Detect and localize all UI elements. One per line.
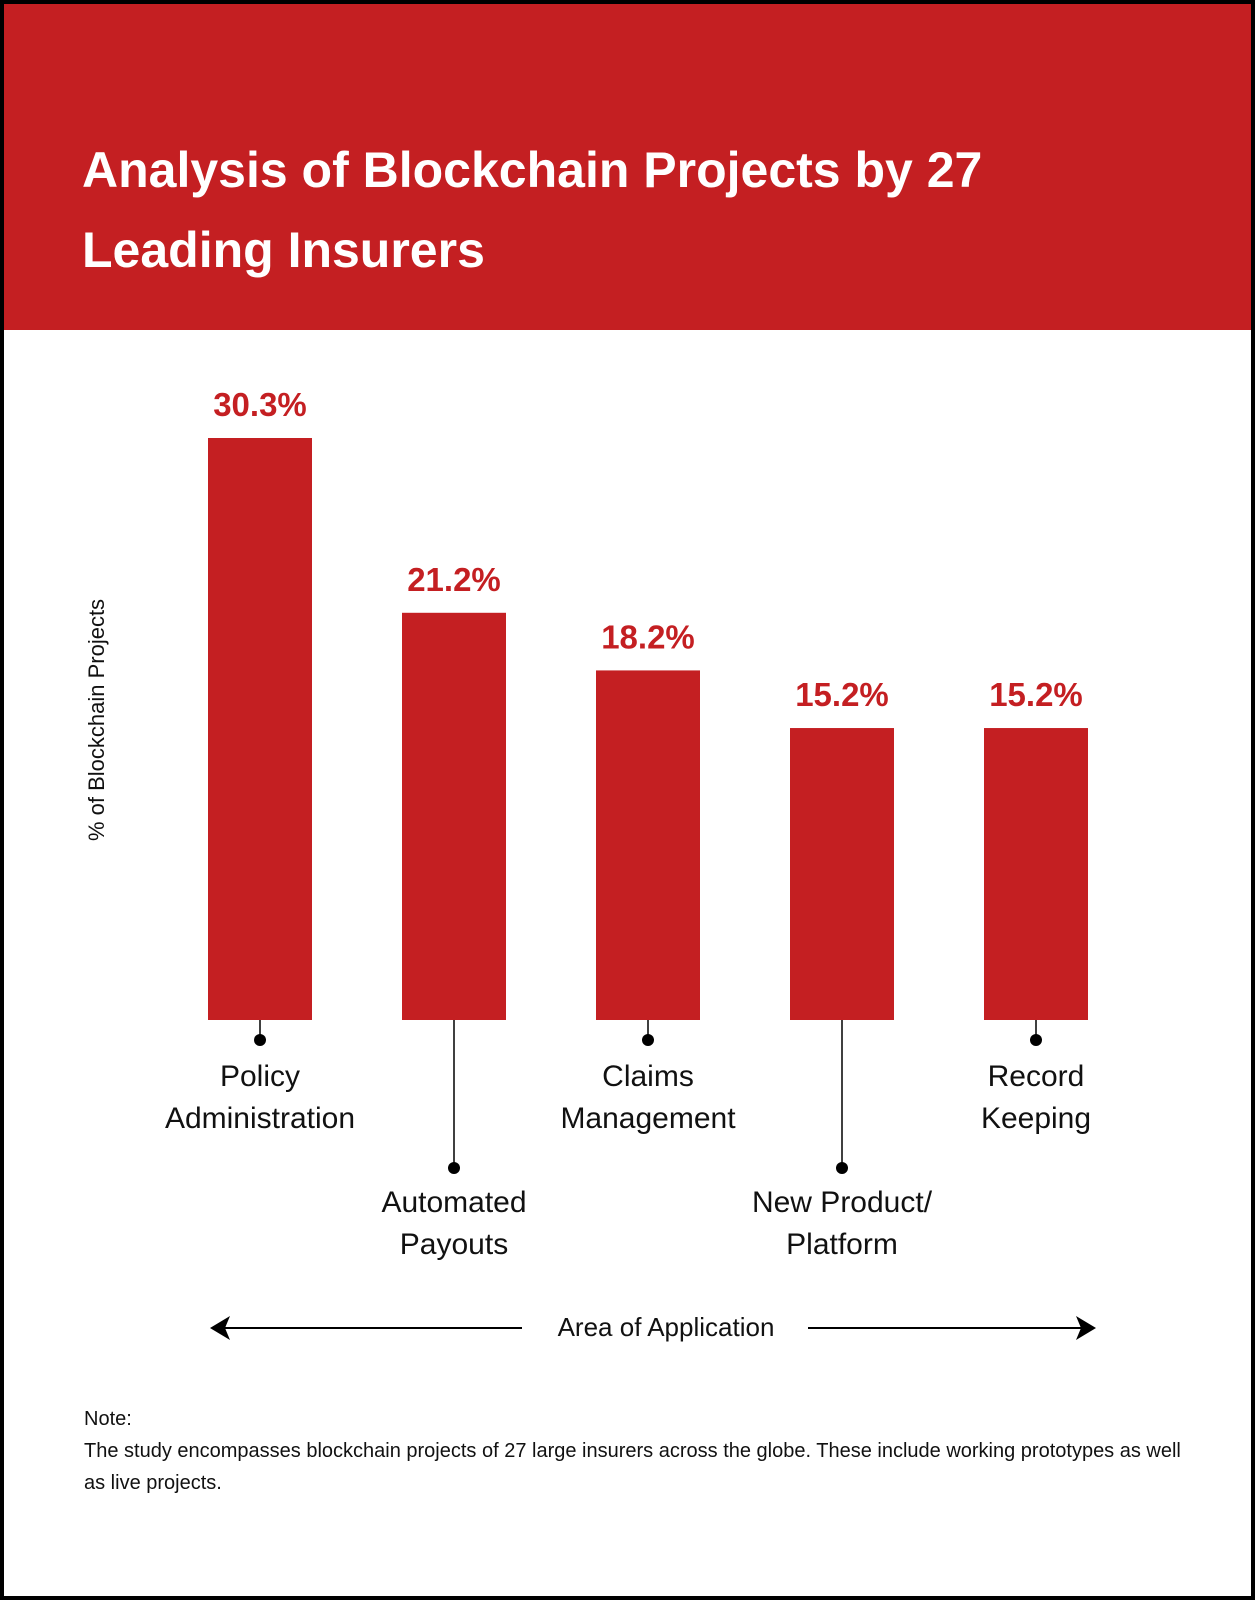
category-label: Payouts — [400, 1228, 508, 1261]
bar — [790, 728, 894, 1020]
note-text: The study encompasses blockchain project… — [84, 1440, 1181, 1494]
arrow-left-icon — [210, 1316, 230, 1340]
leader-dot — [448, 1162, 460, 1174]
y-axis-label: % of Blockchain Projects — [84, 599, 109, 841]
bar — [984, 728, 1088, 1020]
leader-dot — [642, 1034, 654, 1046]
header-banner — [4, 4, 1251, 330]
arrow-right-icon — [1076, 1316, 1096, 1340]
category-label: Automated — [381, 1186, 526, 1219]
category-label: Platform — [786, 1228, 898, 1261]
x-axis-label: Area of Application — [558, 1312, 775, 1342]
category-label: New Product/ — [752, 1186, 933, 1219]
bar — [402, 612, 506, 1020]
data-label: 18.2% — [601, 618, 695, 655]
chart-title: Analysis of Blockchain Projects by 27 Le… — [82, 142, 983, 278]
leader-dot — [254, 1034, 266, 1046]
category-label: Claims — [602, 1060, 694, 1093]
category-label: Management — [560, 1102, 736, 1135]
bar — [208, 438, 312, 1020]
category-label: Policy — [220, 1060, 300, 1093]
category-label: Keeping — [981, 1102, 1091, 1135]
data-label: 15.2% — [989, 676, 1083, 713]
leader-dot — [836, 1162, 848, 1174]
note-heading: Note: — [84, 1408, 132, 1430]
data-label: 15.2% — [795, 676, 889, 713]
bar — [596, 670, 700, 1020]
category-label: Record — [988, 1060, 1085, 1093]
category-label: Administration — [165, 1102, 355, 1135]
data-label: 21.2% — [407, 561, 501, 598]
data-label: 30.3% — [213, 386, 307, 423]
note: Note: The study encompasses blockchain p… — [84, 1403, 1184, 1499]
leader-dot — [1030, 1034, 1042, 1046]
